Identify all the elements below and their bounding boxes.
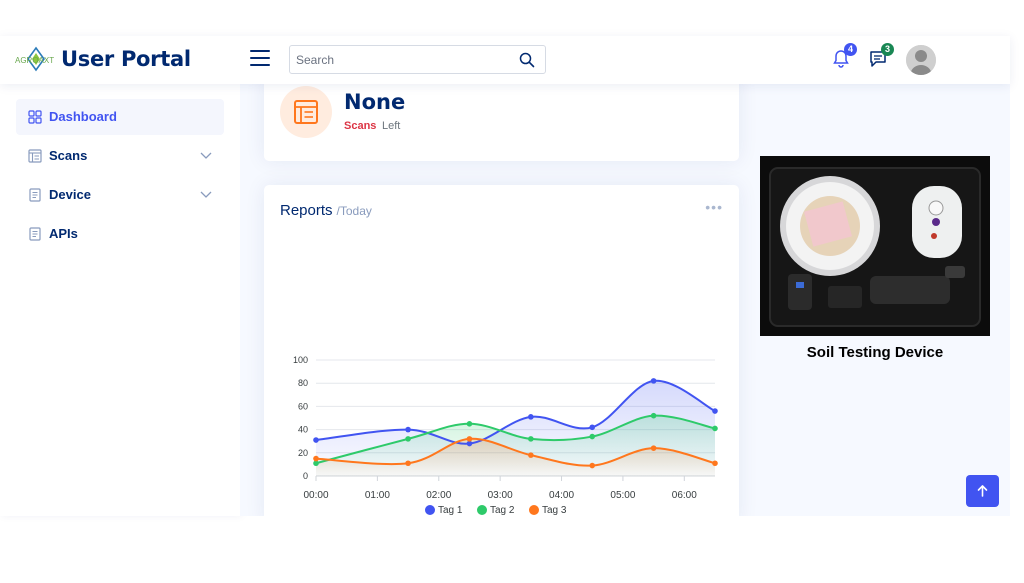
sidebar-item-dashboard[interactable]: Dashboard xyxy=(16,99,224,135)
y-tick-label: 100 xyxy=(293,355,308,365)
data-point xyxy=(589,433,596,440)
scans-left-card: None Scans Left xyxy=(264,84,739,161)
arrow-up-icon xyxy=(977,485,988,497)
data-point xyxy=(466,436,473,442)
reports-title-text: Reports xyxy=(280,202,333,219)
sidebar-item-label: Dashboard xyxy=(49,109,117,124)
summary-icon-circle xyxy=(280,86,332,138)
logo-icon[interactable]: AGROAXT xyxy=(14,46,58,72)
search-bar xyxy=(289,45,546,74)
x-tick-label: 06:00 xyxy=(672,490,697,501)
data-point xyxy=(712,460,718,467)
y-tick-label: 40 xyxy=(298,425,308,435)
chevron-down-icon[interactable] xyxy=(200,190,212,200)
sidebar: Dashboard Scans Device xyxy=(0,84,240,516)
legend-marker xyxy=(529,505,539,515)
avatar[interactable] xyxy=(906,45,936,75)
sidebar-item-device[interactable]: Device xyxy=(16,177,224,213)
data-point xyxy=(528,436,534,442)
soil-testing-device-image xyxy=(760,156,990,336)
x-tick-label: 05:00 xyxy=(610,490,635,501)
grid-icon xyxy=(28,110,42,124)
y-tick-label: 60 xyxy=(298,401,308,411)
device-caption: Soil Testing Device xyxy=(806,344,944,361)
data-point xyxy=(650,412,657,419)
main-content: None Scans Left Reports/Today ••• 0 20 40 6… xyxy=(240,84,1010,516)
data-point xyxy=(405,436,411,442)
logo-text: AGROAXT xyxy=(15,56,54,65)
data-point xyxy=(313,460,319,467)
chevron-down-icon[interactable] xyxy=(200,151,212,161)
sidebar-item-scans[interactable]: Scans xyxy=(16,138,224,174)
journal-text-icon xyxy=(29,188,41,202)
sidebar-item-label: Device xyxy=(49,187,91,202)
data-point xyxy=(405,426,411,433)
legend-marker xyxy=(425,505,435,515)
messages-button[interactable]: 3 xyxy=(868,43,894,69)
x-tick-label: 02:00 xyxy=(426,490,451,501)
data-point xyxy=(466,421,473,427)
search-icon[interactable] xyxy=(519,52,535,68)
notifications-button[interactable]: 4 xyxy=(831,43,857,69)
search-input[interactable] xyxy=(296,50,506,70)
data-point xyxy=(405,460,411,467)
app-title[interactable]: User Portal xyxy=(61,47,191,71)
data-point xyxy=(589,462,596,469)
legend-marker xyxy=(477,505,487,515)
legend-label: Tag 2 xyxy=(490,505,515,516)
data-point xyxy=(650,445,657,451)
reports-card: Reports/Today ••• 0 20 40 60 80 100 00:00 01:00… xyxy=(264,185,739,516)
y-tick-label: 20 xyxy=(298,448,308,458)
left-label: Left xyxy=(382,120,401,132)
sidebar-item-label: APIs xyxy=(49,226,78,241)
reports-title: Reports/Today xyxy=(280,202,372,219)
sidebar-item-apis[interactable]: APIs xyxy=(16,216,224,252)
y-tick-label: 0 xyxy=(303,471,308,481)
notifications-badge: 4 xyxy=(844,43,857,56)
x-tick-label: 03:00 xyxy=(488,490,513,501)
reports-subtitle: /Today xyxy=(336,204,372,218)
data-point xyxy=(313,455,319,462)
sidebar-item-label: Scans xyxy=(49,148,88,163)
layout-text-icon xyxy=(28,149,42,163)
messages-badge: 3 xyxy=(881,43,894,56)
journal-text-icon xyxy=(29,227,41,241)
menu-toggle-icon[interactable] xyxy=(250,50,270,68)
scans-label: Scans xyxy=(344,120,377,132)
y-tick-label: 80 xyxy=(298,378,308,388)
data-point xyxy=(528,414,534,420)
legend-label: Tag 1 xyxy=(438,505,463,516)
data-point xyxy=(313,437,319,443)
x-tick-label: 01:00 xyxy=(365,490,390,501)
data-point xyxy=(712,425,718,432)
back-to-top-button[interactable] xyxy=(966,475,999,507)
legend-label: Tag 3 xyxy=(542,505,567,516)
data-point xyxy=(466,440,473,447)
x-tick-label: 04:00 xyxy=(549,490,574,501)
data-point xyxy=(528,452,534,458)
series-area xyxy=(316,438,715,476)
layout-text-icon xyxy=(294,100,318,124)
data-point xyxy=(650,378,657,384)
reports-chart: 0 20 40 60 80 100 00:00 01:00 02:00 03:00 04:00 05:… xyxy=(293,355,718,516)
x-tick-label: 00:00 xyxy=(303,490,328,501)
more-options-icon[interactable]: ••• xyxy=(705,199,723,215)
data-point xyxy=(589,424,596,431)
top-header: AGROAXT User Portal 4 xyxy=(0,36,1010,84)
scans-left-value: None xyxy=(344,90,406,114)
data-point xyxy=(712,408,718,414)
